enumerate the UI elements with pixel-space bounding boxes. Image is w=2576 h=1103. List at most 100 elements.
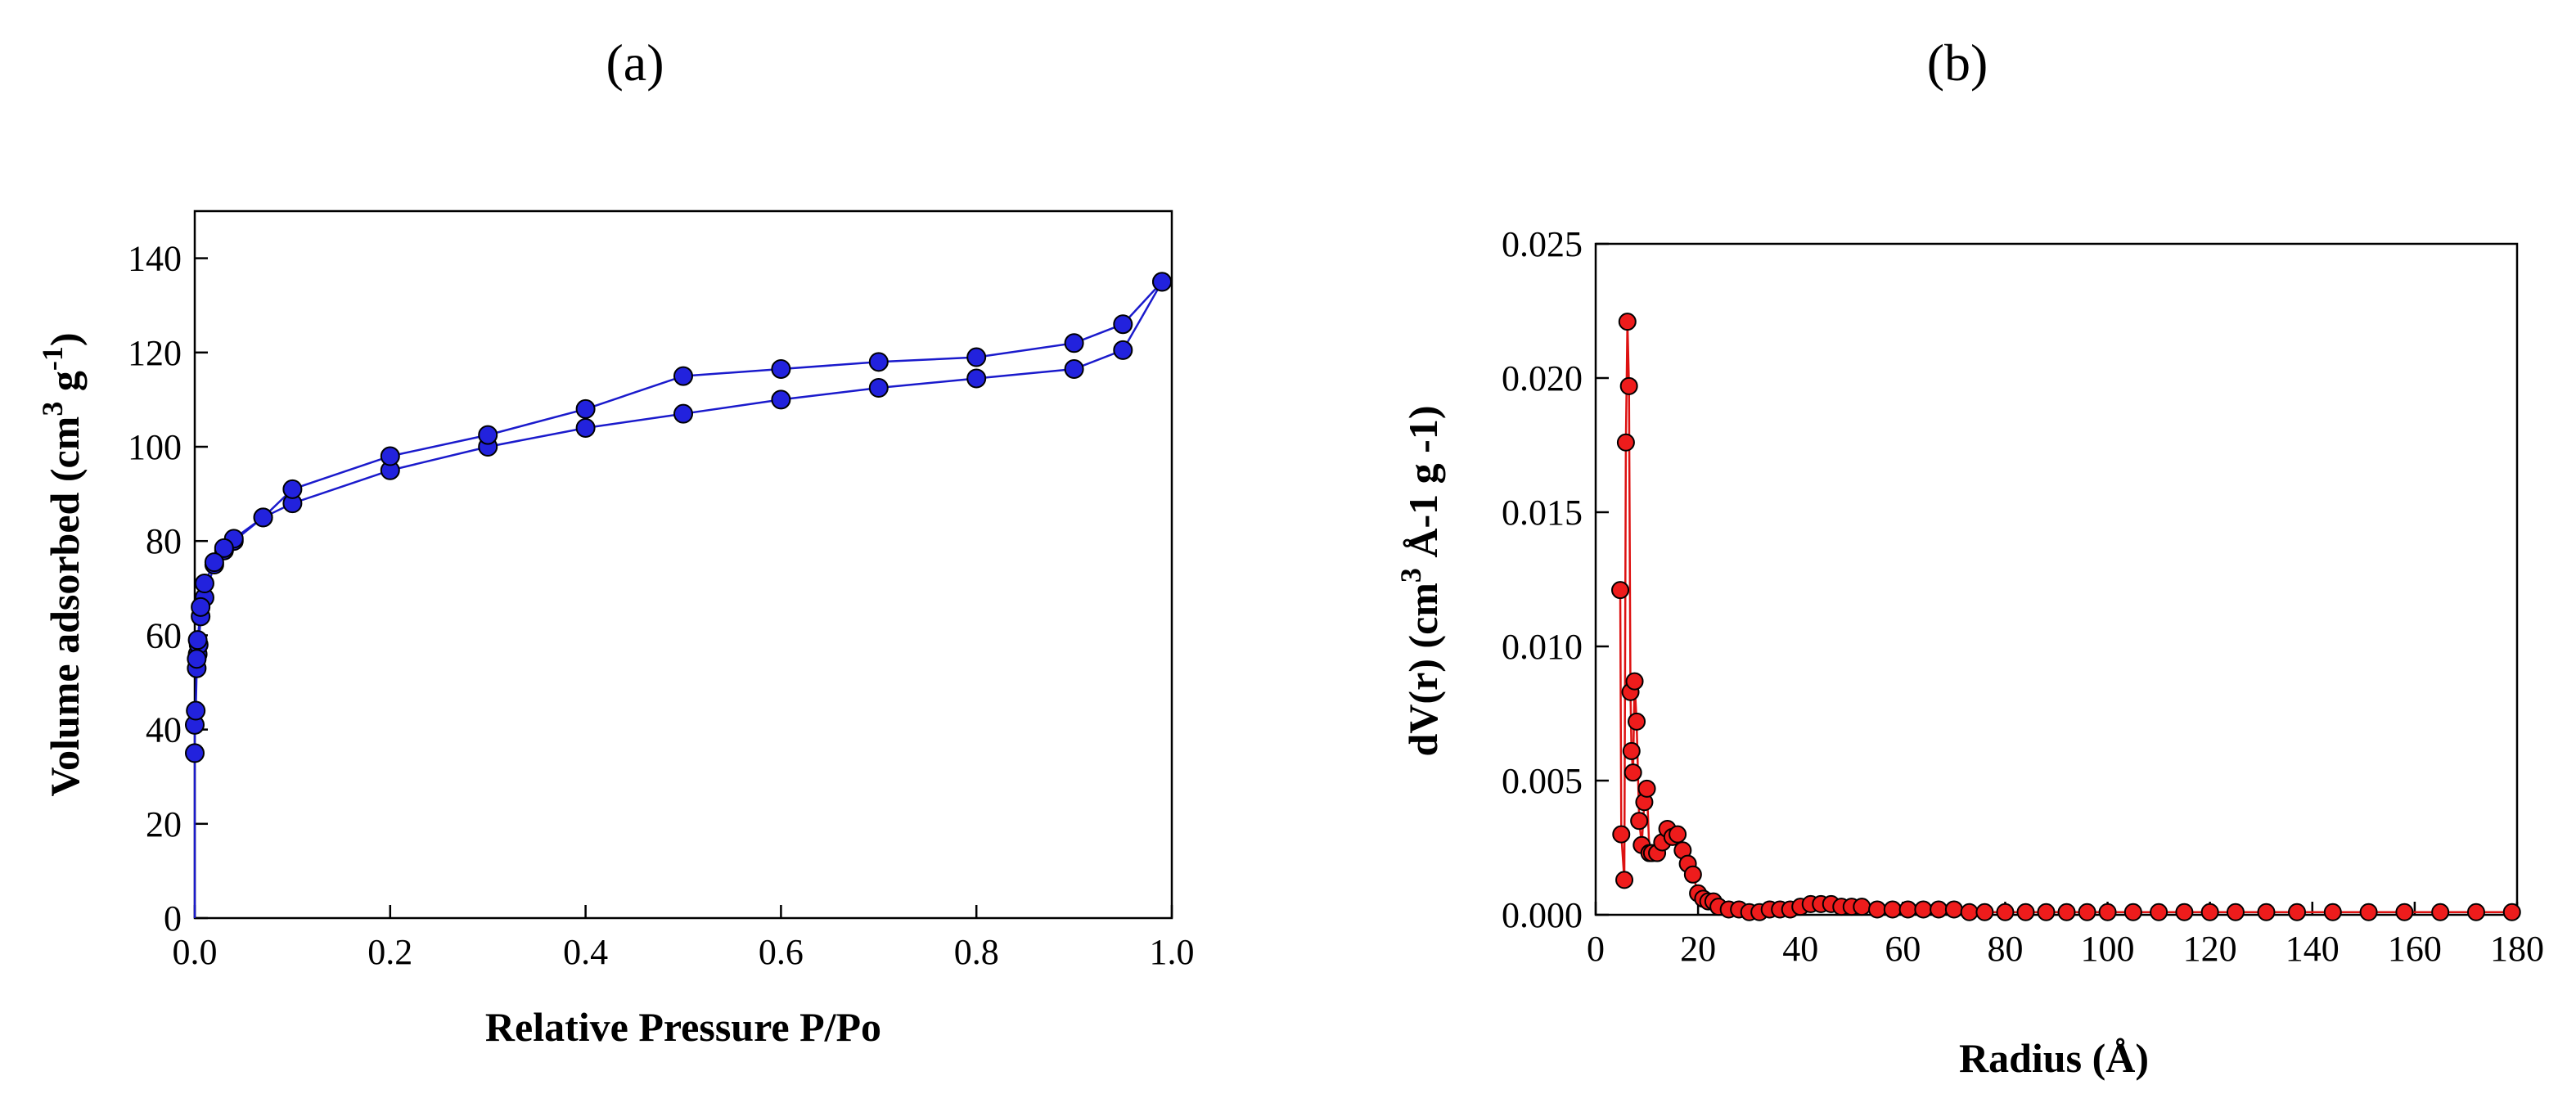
chart-b-y-axis-title-text: dV(r) (cm	[1400, 583, 1446, 756]
chart-a-y-tick-label: 20	[146, 804, 182, 844]
chart-b-y-axis: 0.000 0.005 0.010 0.015 0.020 0.025	[1502, 224, 1609, 935]
chart-b-x-tick-label: 140	[2286, 929, 2340, 969]
chart-b-x-tick-label: 80	[1987, 929, 2023, 969]
chart-b-x-tick-label: 100	[2081, 929, 2135, 969]
chart-b-data-point	[1883, 900, 1902, 919]
chart-b-y-axis-title-tail: Å-1 g -1)	[1400, 406, 1446, 569]
chart-b-data-point	[2323, 903, 2342, 921]
chart-b-data-point	[2431, 903, 2450, 921]
chart-b-x-tick-label: 20	[1680, 929, 1716, 969]
chart-b-data-points	[1611, 313, 2521, 921]
chart-b-x-tick-label: 180	[2490, 929, 2544, 969]
chart-a-data-point	[966, 368, 987, 389]
chart-b-data-point	[2288, 903, 2307, 921]
chart-a-x-tick-label: 0.6	[759, 932, 804, 972]
chart-a-data-point	[575, 417, 596, 438]
panel-label-b: (b)	[1927, 34, 1988, 92]
chart-a-y-axis: 0 20 40 60 80 100 120 140	[128, 239, 208, 939]
chart-a-x-axis: 0.0 0.2 0.4 0.6 0.8 1.0	[173, 905, 1195, 972]
chart-a-data-point	[380, 446, 400, 466]
chart-a-data-point	[186, 700, 206, 721]
chart-b-data-point	[2359, 903, 2378, 921]
chart-b-data-point	[2395, 903, 2414, 921]
chart-a-data-point	[478, 425, 498, 445]
chart-b-y-axis-title: dV(r) (cm3 Å-1 g -1)	[1394, 406, 1446, 757]
chart-a-x-tick-label: 0.4	[563, 932, 608, 972]
chart-a-data-point	[282, 479, 303, 499]
chart-a-x-tick-label: 0.8	[954, 932, 999, 972]
chart-b-data-point	[2016, 903, 2035, 921]
chart-a-data-point	[1064, 358, 1084, 379]
chart-b-series-lines	[1619, 322, 2512, 913]
chart-b-data-point	[2200, 903, 2219, 921]
chart-a-data-point	[1064, 333, 1084, 353]
chart-a-data-point	[204, 552, 224, 573]
chart-b-data-point	[1996, 903, 2015, 921]
chart-b-data-point	[2057, 903, 2076, 921]
chart-a-y-tick-label: 40	[146, 710, 182, 750]
chart-a-data-point	[575, 398, 596, 419]
chart-b-data-point	[1619, 376, 1638, 395]
chart-b-x-tick-label: 60	[1885, 929, 1921, 969]
chart-a-y-axis-title-sup: 3	[36, 402, 69, 416]
chart-b-series-line-pore-size-distribution	[1619, 322, 2512, 913]
chart-a-y-tick-label: 0	[164, 898, 182, 939]
chart-b-data-point	[1683, 865, 1702, 884]
chart-b-data-point	[1669, 825, 1687, 844]
chart-b-data-point	[2502, 903, 2521, 921]
chart-a-data-point	[868, 352, 889, 372]
chart-a-data-point	[185, 743, 205, 763]
chart-a-y-tick-label: 80	[146, 521, 182, 561]
chart-a-data-point	[253, 507, 273, 528]
chart-b-data-point	[2150, 903, 2168, 921]
chart-b-data-point	[1622, 741, 1641, 760]
chart-a-x-tick-label: 0.0	[173, 932, 218, 972]
chart-a-data-point	[673, 366, 693, 386]
chart-b-data-point	[1615, 871, 1634, 889]
chart-b-x-axis: 0 20 40 60 80 100 120 140 160 180	[1587, 902, 2544, 969]
chart-a-data-point	[673, 403, 693, 424]
chart-a-y-axis-title-text: Volume adsorbed (cm	[42, 416, 88, 797]
chart-a-y-tick-label: 100	[128, 427, 182, 467]
chart-a-data-point	[868, 378, 889, 398]
chart-b-y-tick-label: 0.005	[1502, 761, 1583, 801]
chart-a-data-points	[185, 272, 1173, 763]
chart-a-y-tick-label: 60	[146, 615, 182, 655]
chart-b-data-point	[2037, 903, 2056, 921]
chart-b-data-point	[1625, 672, 1644, 691]
chart-b-data-point	[1975, 903, 1994, 921]
chart-b-y-tick-label: 0.020	[1502, 358, 1583, 398]
chart-b-x-tick-label: 0	[1587, 929, 1605, 969]
chart-a-y-axis-title-g: g	[42, 371, 88, 402]
chart-b-data-point	[1630, 812, 1649, 831]
chart-a-series-line-desorption	[196, 281, 1164, 660]
chart-a-y-axis-title-sup2: -1	[36, 346, 69, 371]
panel-label-a: (a)	[606, 34, 664, 92]
chart-b-y-tick-label: 0.025	[1502, 224, 1583, 264]
chart-a-data-point	[214, 538, 234, 558]
chart-b-data-point	[2226, 903, 2245, 921]
chart-b-data-point	[2257, 903, 2276, 921]
chart-b-data-point	[1612, 825, 1631, 844]
chart-a-data-point	[966, 347, 987, 367]
chart-a-x-tick-label: 0.2	[367, 932, 412, 972]
chart-a-data-point	[187, 649, 207, 669]
chart-b-data-point	[1898, 900, 1917, 919]
chart-a-data-point	[771, 389, 791, 410]
chart-b-x-tick-label: 120	[2183, 929, 2237, 969]
chart-b-data-point	[1618, 313, 1637, 331]
chart-a-isotherm: (a) 0 20 40 60 80 100 120 140 0.0 0.2 0.4 0.6 0.8 1.…	[36, 34, 1195, 1050]
chart-a-y-axis-title: Volume adsorbed (cm3 g-1)	[36, 333, 88, 797]
chart-b-y-tick-label: 0.015	[1502, 493, 1583, 533]
chart-a-data-point	[1152, 272, 1173, 292]
chart-b-data-point	[2098, 903, 2117, 921]
chart-a-y-tick-label: 120	[128, 333, 182, 373]
chart-b-data-point	[2175, 903, 2194, 921]
chart-a-y-tick-label: 140	[128, 239, 182, 279]
chart-b-data-point	[1944, 900, 1963, 919]
chart-b-x-tick-label: 160	[2388, 929, 2442, 969]
chart-b-data-point	[1853, 898, 1871, 916]
chart-b-data-point	[1914, 900, 1933, 919]
chart-b-data-point	[1616, 433, 1635, 452]
